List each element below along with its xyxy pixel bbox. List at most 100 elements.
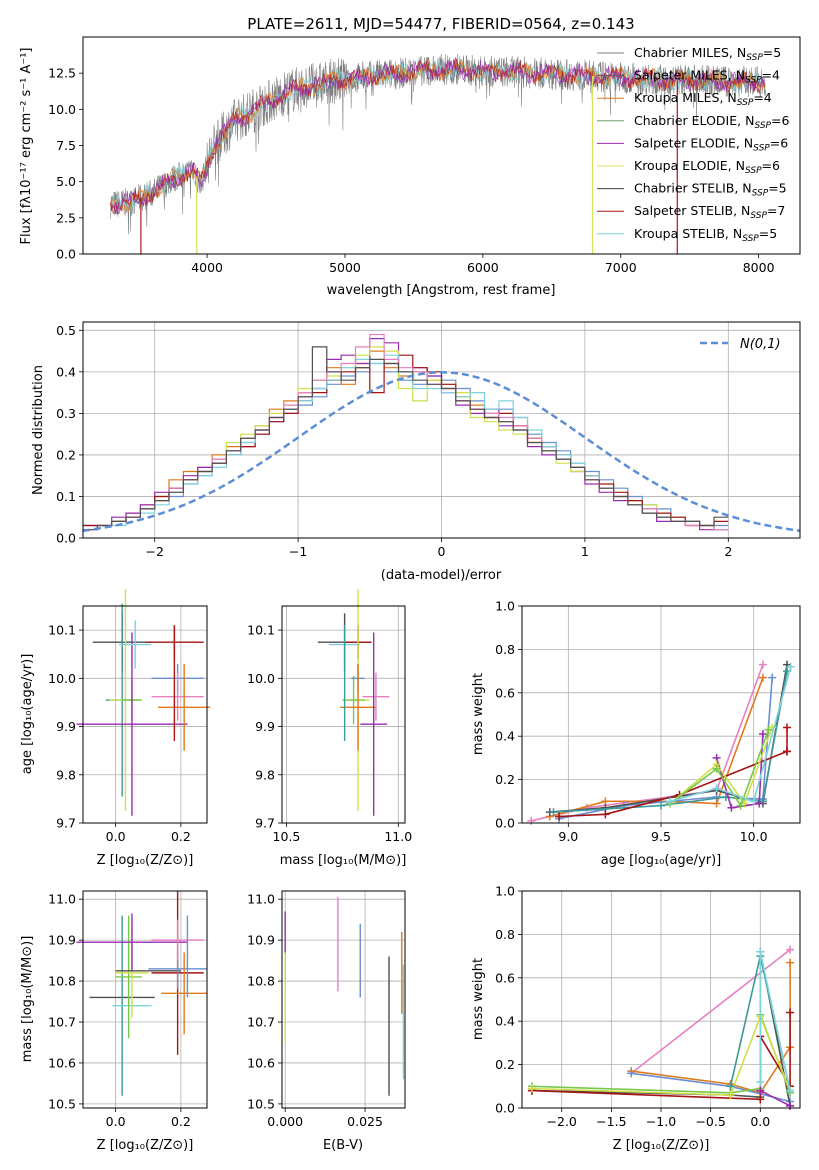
series-line (669, 727, 773, 806)
plus-marker (756, 1077, 765, 1086)
age-vs-mass-grid (282, 606, 405, 824)
age-vs-Z-x-ticks: 0.0 0.2 (106, 823, 191, 844)
mass-vs-Z-grid (83, 891, 207, 1108)
spectrum-y-label: Flux [fλ10⁻¹⁷ erg cm⁻² s⁻¹ A⁻¹] (19, 48, 34, 245)
y-tick-label: 0.6 (495, 685, 515, 700)
plus-marker (786, 1101, 795, 1110)
x-tick-label: −1.5 (596, 1114, 626, 1129)
plus-marker (768, 673, 777, 682)
y-tick-label: 10.8 (247, 974, 275, 989)
error-bar-point (360, 632, 388, 816)
plus-marker (736, 801, 745, 810)
x-tick-label: 10.0 (740, 829, 768, 844)
y-tick-label: 9.7 (56, 816, 76, 831)
mass-vs-ebv-panel: 0.000 0.025 10.5 10.6 10.7 10.8 10.9 11.0 E(B-… (247, 890, 406, 1153)
age-vs-Z-y-ticks: 9.7 9.8 9.9 10.0 10.1 (48, 623, 83, 831)
error-bar-point (151, 672, 204, 721)
y-tick-label: 12.5 (48, 66, 76, 81)
y-tick-label: 2.5 (56, 210, 76, 225)
y-tick-label: 0.0 (495, 816, 515, 831)
y-tick-label: 0.0 (56, 247, 76, 262)
y-tick-label: 10.5 (247, 1096, 275, 1111)
y-tick-label: 0.2 (495, 1057, 515, 1072)
age-vs-Z-y-label: age [log₁₀(age/yr)] (20, 654, 35, 775)
x-tick-label: 9.0 (558, 829, 578, 844)
plus-marker (764, 725, 773, 734)
spectrum-plot-area (110, 54, 766, 254)
plus-marker (758, 660, 767, 669)
y-tick-label: 0.4 (56, 364, 76, 379)
mass-vs-ebv-y-ticks: 10.5 10.6 10.7 10.8 10.9 11.0 (247, 892, 282, 1111)
y-tick-label: 9.7 (255, 816, 275, 831)
y-tick-label: 9.9 (56, 719, 76, 734)
mass-vs-Z-frame (82, 890, 208, 1109)
series-line (549, 664, 788, 813)
weight-vs-age-y-ticks: 0.0 0.2 0.4 0.6 0.8 1.0 (495, 599, 522, 831)
plus-marker (627, 1069, 636, 1078)
y-tick-label: 0.5 (56, 323, 76, 338)
spectrum-x-label: wavelength [Angstrom, rest frame] (327, 283, 556, 298)
mass-weight-series (545, 660, 792, 817)
y-tick-label: 10.6 (247, 1055, 275, 1070)
age-vs-Z-x-label: Z [log₁₀(Z/Z⊙)] (97, 853, 194, 868)
spectrum-x-ticks: 4000 5000 6000 7000 8000 (191, 254, 775, 275)
age-vs-Z-frame (82, 605, 208, 824)
y-tick-label: 0.6 (495, 970, 515, 985)
legend-gaussian-label: N(0,1) (740, 337, 781, 352)
age-vs-mass-y-ticks: 9.7 9.8 9.9 10.0 10.1 (247, 623, 282, 831)
weight-vs-age-lines (527, 660, 795, 825)
plus-marker (786, 945, 795, 954)
y-tick-label: 10.7 (48, 1015, 76, 1030)
y-tick-label: 10.5 (48, 1096, 76, 1111)
y-tick-label: 9.9 (255, 719, 275, 734)
residuals-x-label: (data-model)/error (381, 568, 502, 583)
plus-marker (758, 730, 767, 739)
x-tick-label: 4000 (191, 260, 223, 275)
plus-marker (783, 723, 792, 732)
age-vs-mass-x-label: mass [log₁₀(M/M⊙)] (280, 853, 407, 868)
error-bar-point (161, 952, 207, 1035)
y-tick-label: 10.7 (247, 1015, 275, 1030)
weight-vs-age-panel: 9.0 9.5 10.0 0.0 0.2 0.4 0.6 0.8 1.0 age [log₁₀… (471, 599, 801, 868)
legend-label: Kroupa STELIB, NSSP=5 (634, 226, 777, 244)
series-line (531, 1014, 791, 1096)
plus-marker (756, 947, 765, 956)
error-bar-point (158, 663, 211, 751)
mass-vs-ebv-grid (282, 891, 405, 1108)
y-tick-label: 0.2 (495, 772, 515, 787)
legend-label: Salpeter STELIB, NSSP=7 (634, 203, 785, 221)
age-vs-metallicity-panel: 0.0 0.2 9.7 9.8 9.9 10.0 10.1 Z [log₁₀(Z/Z⊙)]… (20, 589, 211, 868)
plus-marker (726, 1090, 735, 1099)
residual-histogram-step (83, 346, 729, 531)
error-bar-point (342, 675, 365, 725)
age-vs-mass-x-ticks: 10.5 11.0 (273, 823, 412, 844)
y-tick-label: 10.0 (48, 671, 76, 686)
x-tick-label: −2 (145, 544, 163, 559)
x-tick-label: 0.0 (106, 1114, 126, 1129)
y-tick-label: 10.0 (247, 671, 275, 686)
x-tick-label: 8000 (743, 260, 775, 275)
y-tick-label: 0.0 (495, 1101, 515, 1116)
weight-vs-age-x-label: age [log₁₀(age/yr)] (601, 853, 722, 868)
plus-marker (726, 1082, 735, 1091)
mass-vs-ebv-x-ticks: 0.000 0.025 (267, 1108, 383, 1129)
y-tick-label: 7.5 (56, 138, 76, 153)
plus-marker (786, 662, 795, 671)
series-line (670, 666, 792, 803)
x-tick-label: 0.0 (750, 1114, 770, 1129)
mass-vs-ebv-points (284, 897, 405, 1096)
error-bar-point (362, 672, 390, 721)
y-tick-label: 0.4 (495, 1014, 515, 1029)
legend-label: Chabrier STELIB, NSSP=5 (634, 181, 787, 199)
residuals-plot-area (82, 333, 801, 532)
x-tick-label: 0.0 (106, 829, 126, 844)
age-vs-mass-points (317, 589, 390, 816)
age-vs-Z-grid (83, 606, 207, 824)
residuals-y-ticks: 0.0 0.1 0.2 0.3 0.4 0.5 (56, 323, 83, 546)
x-tick-label: 0.000 (267, 1114, 303, 1129)
series-line (549, 677, 764, 818)
x-tick-label: 7000 (605, 260, 637, 275)
residuals-legend: N(0,1) (700, 337, 781, 352)
legend-label: Chabrier MILES, NSSP=5 (634, 45, 781, 63)
plus-marker (555, 812, 564, 821)
